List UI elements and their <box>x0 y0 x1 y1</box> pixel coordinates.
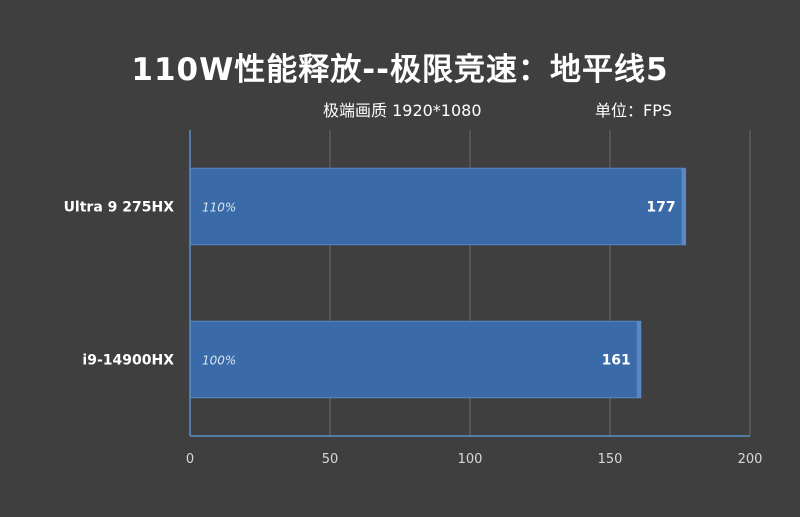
bar-1 <box>189 320 642 399</box>
bar-end-highlight-0 <box>681 168 686 245</box>
chart-title: 110W性能释放--极限竞速：地平线5 <box>131 52 669 88</box>
value-label-1: 161 <box>602 353 631 369</box>
labels: 0 50 100 150 200 Ultra 9 275HX 177 110% i9-14900… <box>64 200 763 468</box>
x-tick-label-0: 0 <box>186 452 194 467</box>
x-tick-label-50: 50 <box>322 452 339 467</box>
x-tick-label-150: 150 <box>598 452 623 467</box>
axes <box>189 130 750 437</box>
percent-label-1: 100% <box>202 354 236 368</box>
x-tick-label-200: 200 <box>738 452 763 467</box>
bar-0 <box>189 167 687 246</box>
chart-subtitle-settings: 极端画质 1920*1080 <box>323 101 482 120</box>
x-tick-label-100: 100 <box>458 452 483 467</box>
chart-subtitle-unit: 单位：FPS <box>595 101 673 120</box>
category-label-1: i9-14900HX <box>82 353 174 369</box>
value-label-0: 177 <box>646 200 675 216</box>
bars <box>189 167 687 399</box>
bar-end-highlight-1 <box>636 321 641 398</box>
percent-label-0: 110% <box>202 201 236 215</box>
category-label-0: Ultra 9 275HX <box>64 200 175 216</box>
